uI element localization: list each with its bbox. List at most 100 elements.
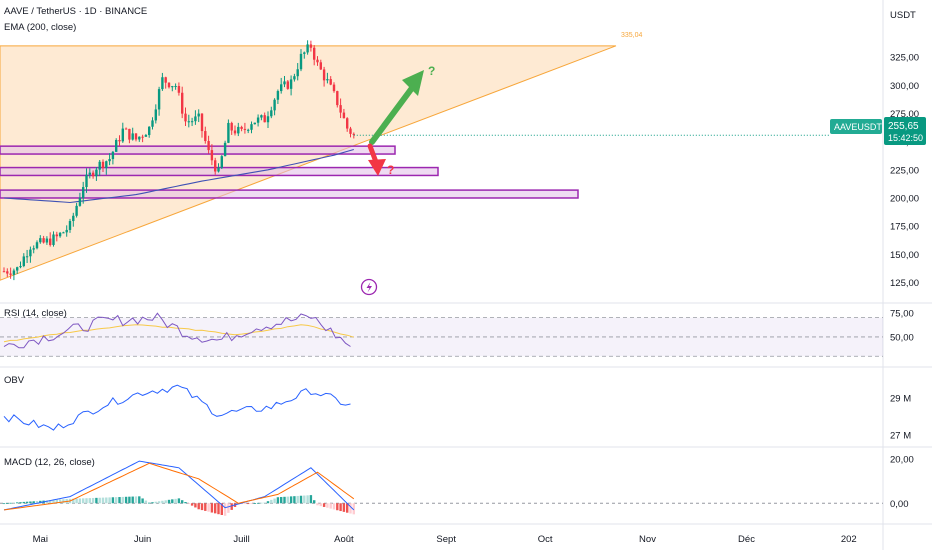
macd-histogram-bar <box>286 496 289 504</box>
macd-legend[interactable]: MACD (12, 26, close) <box>4 457 95 468</box>
candle-body <box>131 133 134 140</box>
candle-body <box>210 150 214 161</box>
candle-body <box>65 229 68 233</box>
time-tick-label: Oct <box>538 534 553 545</box>
macd-histogram-bar <box>204 503 207 511</box>
candle-body <box>9 273 12 275</box>
candle-body <box>319 62 322 70</box>
support-zone[interactable] <box>0 189 579 199</box>
candle-body <box>58 232 62 237</box>
support-zone[interactable] <box>0 145 396 155</box>
rsi-tick-label: 75,00 <box>890 308 914 319</box>
time-tick-label: Août <box>334 534 354 545</box>
macd-histogram-bar <box>29 501 32 504</box>
macd-histogram-bar <box>194 503 197 508</box>
candle-body <box>339 105 342 113</box>
currency-label[interactable]: USDT <box>890 10 916 21</box>
candle-body <box>49 238 52 245</box>
macd-histogram-bar <box>289 496 293 504</box>
candle-body <box>253 122 256 125</box>
candle-body <box>233 130 237 134</box>
candle-body <box>243 128 247 130</box>
price-tick-label: 275,00 <box>890 109 919 120</box>
down-question-mark: ? <box>387 163 394 177</box>
macd-histogram-bar <box>157 501 161 504</box>
candle-body <box>200 113 204 132</box>
candle-body <box>52 234 55 245</box>
candle-body <box>207 141 210 151</box>
macd-histogram-bar <box>118 497 121 504</box>
obv-legend[interactable]: OBV <box>4 375 25 386</box>
price-scale[interactable]: 325,00300,00275,00250,00225,00200,00175,… <box>890 53 919 289</box>
macd-histogram-bar <box>256 502 260 504</box>
ema-legend[interactable]: EMA (200, close) <box>4 22 76 33</box>
macd-histogram-bar <box>58 499 62 504</box>
last-price-badge <box>884 117 926 145</box>
lightning-icon[interactable] <box>360 278 378 296</box>
countdown-timer: 15:42:50 <box>888 133 923 143</box>
macd-histogram-bar <box>316 503 319 506</box>
candle-body <box>134 133 138 140</box>
macd-histogram-bar <box>154 501 157 504</box>
candle-body <box>256 117 260 123</box>
price-tick-label: 150,00 <box>890 250 919 261</box>
candle-body <box>32 248 35 250</box>
candle-body <box>164 77 167 83</box>
candle-body <box>289 79 293 89</box>
candle-body <box>280 84 283 92</box>
candle-body <box>118 140 121 142</box>
ascending-triangle <box>0 45 617 281</box>
macd-histogram-bar <box>247 503 250 505</box>
candle-body <box>167 82 171 88</box>
macd-histogram-bar <box>78 498 82 504</box>
macd-histogram-bar <box>181 500 184 504</box>
candle-body <box>313 47 316 60</box>
macd-histogram-bar <box>98 497 101 504</box>
candle-body <box>108 159 111 162</box>
macd-histogram-bar <box>111 497 115 504</box>
candle-body <box>204 131 207 142</box>
triangle-top-label: 335,04 <box>621 32 643 39</box>
candle-body <box>95 169 98 177</box>
candle-body <box>35 242 39 249</box>
rsi-legend[interactable]: RSI (14, close) <box>4 308 67 319</box>
macd-histogram-bar <box>55 499 58 504</box>
candle-body <box>190 121 194 123</box>
macd-histogram-bar <box>148 502 151 504</box>
macd-histogram-bar <box>141 498 144 504</box>
macd-histogram-bar <box>319 503 322 507</box>
macd-histogram-bar <box>223 503 227 516</box>
candle-body <box>273 99 276 111</box>
macd-histogram-bar <box>32 501 35 504</box>
candle-body <box>260 115 263 118</box>
macd-histogram-bar <box>210 503 214 513</box>
candle-body <box>88 172 91 175</box>
macd-histogram-bar <box>121 496 124 504</box>
macd-histogram-bar <box>260 502 263 504</box>
macd-histogram-bar <box>167 499 171 504</box>
candle-body <box>101 161 105 169</box>
candle-body <box>144 135 148 137</box>
macd-histogram-bar <box>19 502 22 504</box>
candle-body <box>105 161 108 169</box>
macd-histogram-bar <box>171 499 174 504</box>
macd-histogram-bar <box>164 500 167 504</box>
time-axis[interactable]: Mai Juin Juill Août Sept Oct Nov Déc 202 <box>33 534 857 545</box>
candle-body <box>98 161 101 170</box>
candle-body <box>6 271 9 274</box>
candle-body <box>332 84 336 92</box>
macd-histogram-bar <box>131 496 134 504</box>
obv-tick-label: 27 M <box>890 430 911 441</box>
time-tick-label: Juin <box>134 534 151 545</box>
candle-body <box>322 69 326 81</box>
chart-title[interactable]: AAVE / TetherUS · 1D · BINANCE <box>4 6 147 17</box>
macd-histogram-bar <box>197 503 200 510</box>
macd-histogram-bar <box>187 503 190 505</box>
macd-tick-label: 0,00 <box>890 499 909 510</box>
candle-body <box>19 266 22 268</box>
macd-histogram-bar <box>283 496 286 504</box>
candle-body <box>286 81 289 89</box>
macd-histogram-bar <box>82 498 85 504</box>
obv-line <box>3 384 351 431</box>
